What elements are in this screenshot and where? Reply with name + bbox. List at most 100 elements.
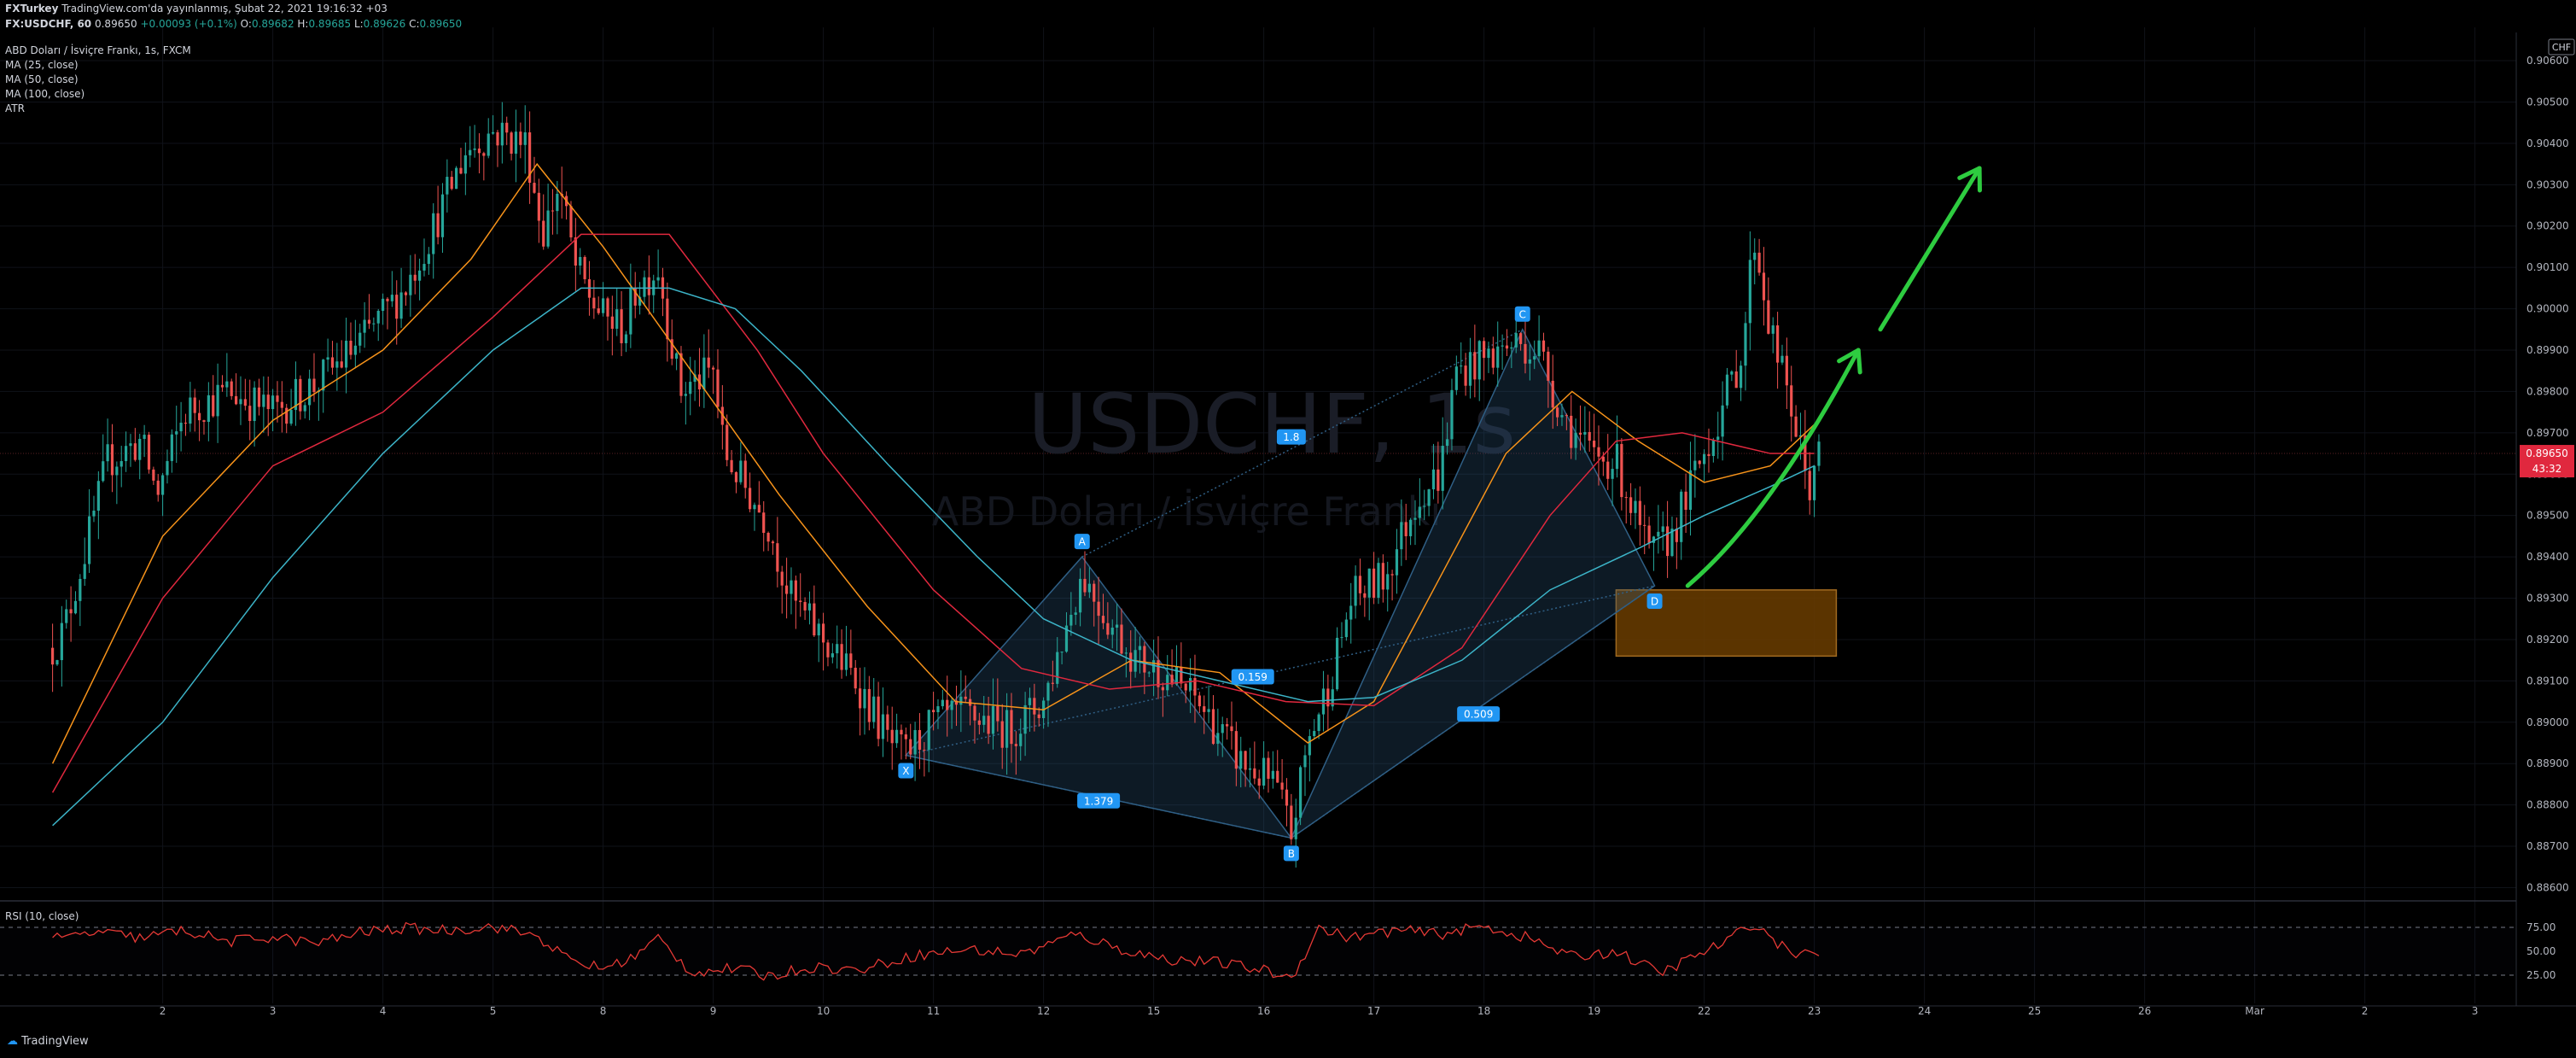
candle-body xyxy=(656,277,660,281)
ma50-line xyxy=(51,233,1815,793)
candle-body xyxy=(469,149,472,155)
candle-body xyxy=(367,319,371,324)
candle-body xyxy=(932,710,935,713)
candle-body xyxy=(822,623,825,643)
curved-arrow xyxy=(1685,348,1861,588)
candle-body xyxy=(982,716,986,725)
brand-text: TradingView xyxy=(21,1035,89,1048)
pattern-point-a: A xyxy=(1079,536,1087,548)
candle-body xyxy=(1395,549,1399,576)
legend-atr[interactable]: ATR xyxy=(5,102,25,114)
legend-ma25[interactable]: MA (25, close) xyxy=(5,59,79,71)
date-tick-label: 2 xyxy=(160,1005,166,1017)
candle-body xyxy=(455,167,458,190)
candle-body xyxy=(826,642,830,658)
open-label: O: xyxy=(240,18,252,30)
candle-body xyxy=(1537,340,1541,357)
price-tick-label: 0.89400 xyxy=(2526,551,2569,563)
candle-body xyxy=(1556,407,1559,418)
pattern-point-c-bg xyxy=(1514,306,1530,322)
candle-body xyxy=(1106,623,1110,635)
candle-body xyxy=(1147,672,1151,674)
arrow-head xyxy=(1837,348,1862,375)
candle-body xyxy=(946,699,949,710)
candle-body xyxy=(340,361,343,368)
price-tick-label: 0.89500 xyxy=(2526,510,2569,522)
candle-body xyxy=(1547,351,1550,381)
candle-body xyxy=(1597,447,1600,457)
candle-body xyxy=(1441,446,1444,491)
price-tick-label: 0.90100 xyxy=(2526,261,2569,273)
candle-body xyxy=(1483,341,1486,359)
currency-box xyxy=(2548,38,2575,56)
candle-body xyxy=(349,340,353,355)
candle-body xyxy=(1418,506,1421,518)
high-label: H: xyxy=(297,18,309,30)
candle-body xyxy=(1074,612,1077,615)
candle-body xyxy=(1693,460,1697,471)
candle-body xyxy=(1437,469,1440,491)
legend-ma50[interactable]: MA (50, close) xyxy=(5,73,79,85)
candle-body xyxy=(679,353,683,396)
candle-body xyxy=(1234,731,1238,769)
candle-body xyxy=(423,264,426,271)
candle-body xyxy=(1010,710,1013,745)
candle-body xyxy=(1373,568,1376,598)
candle-body xyxy=(1308,736,1311,756)
candle-body xyxy=(1285,789,1289,806)
candle-body xyxy=(353,345,357,355)
candle-body xyxy=(537,192,540,221)
candle-body xyxy=(776,543,779,572)
candle-body xyxy=(1381,563,1384,590)
candle-body xyxy=(1794,416,1798,437)
last-price: 0.89650 xyxy=(94,18,137,30)
candle-body xyxy=(110,444,114,476)
candle-body xyxy=(1477,341,1481,380)
close-label: C: xyxy=(409,18,420,30)
candle-body xyxy=(817,623,820,636)
candle-body xyxy=(771,541,775,544)
author-name[interactable]: FXTurkey xyxy=(5,3,59,15)
candle-body xyxy=(92,511,96,517)
candle-body xyxy=(794,580,797,601)
date-tick-label: 9 xyxy=(710,1005,717,1017)
legend-title[interactable]: ABD Doları / İsviçre Frankı, 1s, FXCM xyxy=(5,44,191,56)
candle-body xyxy=(702,357,706,390)
candle-body xyxy=(523,132,527,145)
symbol-line: FX:USDCHF, 60 0.89650 +0.00093 (+0.1%) O… xyxy=(5,18,462,30)
candle-body xyxy=(65,609,68,623)
legend-ma100[interactable]: MA (100, close) xyxy=(5,88,85,100)
candle-body xyxy=(1666,526,1670,557)
candle-body xyxy=(881,714,885,739)
candle-body xyxy=(1643,524,1646,526)
candle-body xyxy=(859,688,862,709)
candle-body xyxy=(1688,470,1693,511)
candle-body xyxy=(743,460,747,488)
candle-body xyxy=(836,644,839,654)
candle-body xyxy=(1363,593,1367,598)
tradingview-brand[interactable]: ☁ TradingView xyxy=(7,1035,89,1048)
candles xyxy=(51,102,1821,868)
candle-body xyxy=(1180,666,1183,684)
candle-body xyxy=(1248,768,1252,770)
candle-body xyxy=(615,309,619,329)
price-tag-label: 0.89650 xyxy=(2526,447,2568,459)
candle-body xyxy=(1593,441,1596,447)
rsi-label[interactable]: RSI (10, close) xyxy=(5,910,79,922)
candle-body xyxy=(69,609,73,614)
symbol-name[interactable]: FX:USDCHF, 60 xyxy=(5,18,92,30)
candle-body xyxy=(510,132,513,154)
candle-body xyxy=(492,132,495,134)
rsi-line xyxy=(52,921,1820,981)
candle-body xyxy=(1129,652,1133,672)
candle-body xyxy=(73,600,78,614)
candle-body xyxy=(1431,469,1436,490)
date-tick-label: 19 xyxy=(1588,1005,1600,1017)
candle-body xyxy=(198,412,201,421)
candle-body xyxy=(1157,660,1160,687)
candle-body xyxy=(271,395,275,410)
candle-body xyxy=(1276,770,1279,783)
pattern-point-a-bg xyxy=(1074,534,1090,550)
candle-body xyxy=(514,132,518,154)
